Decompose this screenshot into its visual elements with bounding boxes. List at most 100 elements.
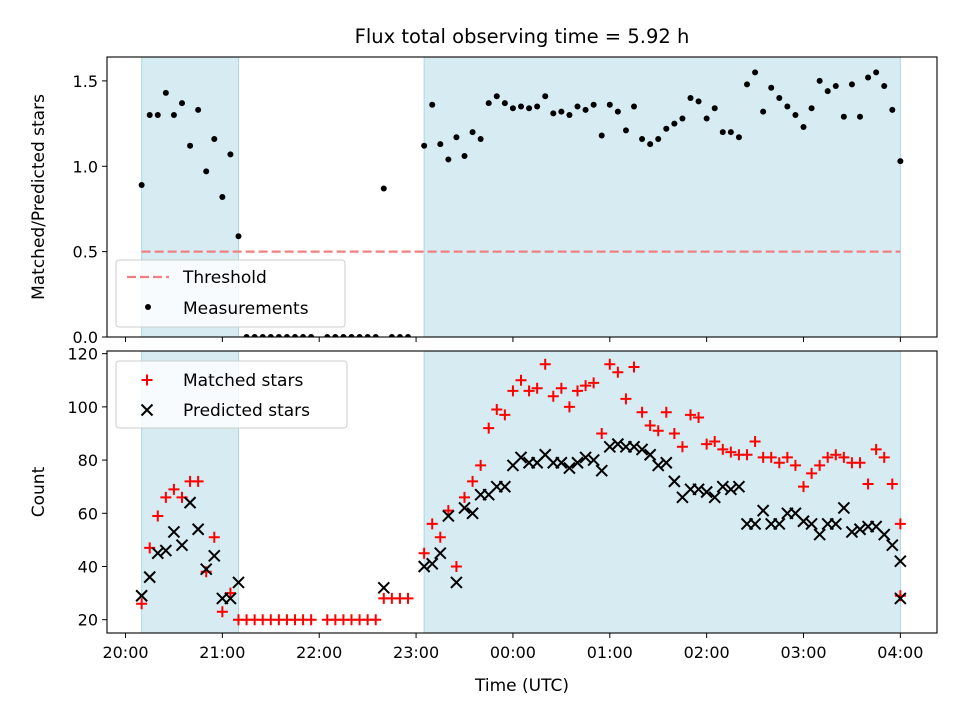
matched-star-point [596,427,608,439]
predicted-star-point [466,507,479,520]
matched-star-point [467,475,479,487]
x-tick-label: 04:00 [877,643,923,662]
predicted-star-point [837,501,851,515]
matched-star-point [491,404,503,416]
measurement-point [477,135,484,142]
matched-star-point [588,377,600,389]
predicted-star-point [167,525,181,539]
measurement-point [259,334,266,337]
measurement-point [711,105,718,112]
measurement-point [687,94,694,101]
predicted-star-point [442,509,455,523]
matched-star-point [685,409,697,421]
measurement-point [744,81,751,88]
matched-star-point [160,491,172,503]
predicted-star-point [208,549,221,563]
legend-measurement-swatch [145,304,151,310]
measurement-point [590,101,597,108]
predicted-star-point [708,491,721,504]
measurement-point [348,334,355,337]
measurement-point [154,112,161,119]
matched-star-point [483,422,495,434]
matched-star-point [434,531,446,543]
matched-star-point [886,478,898,490]
predicted-star-point [813,528,826,541]
y-tick-label: 1.0 [73,157,98,176]
matched-star-point [580,380,592,392]
measurement-point [203,168,210,175]
measurement-point [469,129,476,136]
predicted-star-point [143,570,156,584]
predicted-star-point [732,480,746,493]
predicted-star-point [151,546,164,560]
matched-star-point [870,443,882,455]
measurement-point [598,132,605,139]
matched-star-point [450,560,462,572]
x-tick-label: 23:00 [393,643,439,662]
matched-star-point [426,518,438,530]
matched-star-point [499,409,511,421]
predicted-star-point [894,554,907,568]
matched-star-point [475,459,487,471]
predicted-star-point [668,475,681,488]
predicted-star-point [853,523,867,536]
x-tick-label: 22:00 [296,643,342,662]
measurement-point [639,135,646,142]
predicted-star-point [191,523,205,536]
y-tick-label: 20 [78,611,98,630]
matched-star-point [523,385,535,397]
y-tick-label: 0.5 [73,243,98,262]
predicted-star-point [878,528,891,541]
measurement-point [380,185,387,192]
measurement-point [784,103,791,110]
measurement-point [542,93,549,100]
measurement-point [752,69,759,76]
legend-threshold-label: Threshold [182,268,267,288]
ratio-panel: 0.0 0.5 1.0 1.5 Matched/Predicted stars Thres… [29,56,938,347]
measurement-point [582,106,589,113]
matched-star-point [717,443,729,455]
matched-star-point [531,382,543,394]
matched-star-point [507,385,519,397]
predicted-star-point [716,480,729,493]
matched-star-point [798,481,810,493]
measurement-point [187,142,194,149]
legend-matched-label: Matched stars [183,371,303,391]
measurement-point [695,98,702,105]
predicted-star-point [135,589,148,602]
measurement-point [227,151,234,158]
matched-star-point [459,491,471,503]
measurement-point [832,83,839,90]
y-tick-label: 100 [67,398,98,417]
measurement-point [461,153,468,160]
matched-star-point [830,449,842,461]
matched-star-point [725,446,737,458]
measurement-point [388,334,395,337]
predicted-star-point [635,443,649,456]
series-layer [138,69,904,337]
measurement-point [808,105,815,112]
measurement-point [437,141,444,148]
measurement-point [647,141,654,148]
y-tick-label: 80 [78,451,98,470]
matched-star-point [822,451,834,463]
measurement-point [735,134,742,141]
matched-star-point [741,449,753,461]
measurement-point [768,84,775,91]
matched-star-point [370,614,382,626]
predicted-star-point [692,483,705,496]
predicted-star-point [417,560,431,573]
measurement-point [267,334,274,337]
measurement-point [211,135,218,142]
measurement-point [372,334,379,337]
predicted-star-point [224,592,237,605]
measurement-point [558,108,565,115]
legend-measurement-label: Measurements [183,299,309,319]
x-tick-label: 03:00 [780,643,826,662]
predicted-star-point [571,456,584,469]
measurement-point [453,134,460,141]
measurement-point [356,334,363,337]
matched-star-point [612,366,624,378]
measurement-point [703,115,710,122]
